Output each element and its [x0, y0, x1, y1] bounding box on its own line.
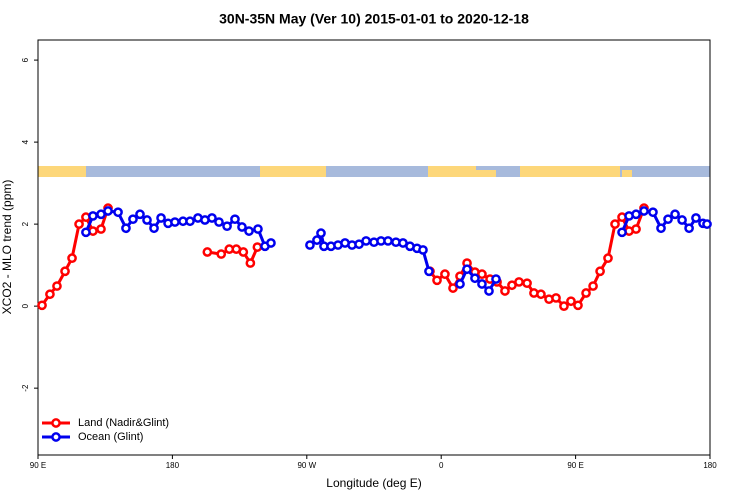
data-point	[617, 227, 627, 238]
data-point	[230, 214, 240, 225]
data-point	[149, 223, 159, 234]
data-point	[418, 245, 428, 255]
data-point	[588, 281, 598, 291]
data-point	[207, 213, 217, 223]
data-point	[691, 213, 701, 223]
data-point	[514, 277, 524, 287]
data-point	[573, 300, 583, 311]
y-tick-label: 4	[21, 139, 30, 144]
data-point	[45, 289, 55, 300]
x-tick-label: 180	[166, 461, 180, 470]
data-point	[424, 266, 434, 277]
data-point	[252, 242, 263, 252]
data-point	[663, 214, 673, 225]
data-point	[170, 217, 180, 227]
data-point	[96, 224, 106, 234]
data-point	[484, 286, 494, 296]
data-point	[500, 286, 510, 296]
data-point	[566, 296, 576, 307]
data-point	[470, 273, 480, 284]
data-point	[477, 279, 487, 289]
data-point	[440, 269, 450, 280]
data-point	[37, 300, 47, 311]
data-point	[639, 206, 649, 216]
data-point	[60, 266, 70, 277]
data-point	[316, 228, 326, 238]
legend-marker	[51, 418, 61, 428]
y-tick-label: 0	[21, 303, 30, 308]
data-point	[81, 227, 91, 238]
data-point	[52, 281, 62, 291]
data-point	[103, 206, 113, 216]
data-point	[455, 279, 465, 289]
data-point	[448, 283, 458, 293]
data-point	[142, 215, 152, 225]
chart-title: 30N-35N May (Ver 10) 2015-01-01 to 2020-…	[219, 11, 529, 27]
data-point	[383, 236, 393, 246]
data-point	[253, 224, 263, 234]
y-tick-label: 2	[21, 221, 30, 226]
data-point	[266, 238, 276, 248]
x-tick-label: 90 W	[297, 461, 316, 470]
x-axis-label: Longitude (deg E)	[326, 476, 421, 490]
data-point	[477, 269, 487, 280]
data-point	[522, 278, 532, 289]
y-tick-label: -2	[21, 384, 30, 392]
data-point	[631, 209, 641, 220]
data-point	[432, 275, 442, 286]
land-ocean-strip	[38, 166, 710, 177]
data-point	[648, 207, 658, 218]
legend-marker	[51, 432, 61, 442]
data-point	[610, 219, 620, 229]
data-point	[128, 214, 138, 225]
data-point	[202, 247, 213, 257]
data-point	[88, 211, 98, 221]
data-point	[491, 274, 501, 284]
data-point	[595, 266, 605, 277]
data-point	[222, 221, 232, 232]
data-point	[67, 253, 77, 264]
x-tick-label: 90 E	[30, 461, 46, 470]
data-point	[216, 249, 227, 259]
data-point	[121, 223, 131, 234]
data-point	[702, 219, 712, 229]
data-point	[135, 209, 145, 220]
data-point	[551, 293, 561, 303]
data-point	[361, 236, 371, 246]
data-point	[462, 264, 472, 275]
data-point	[245, 258, 256, 268]
data-point	[677, 215, 687, 225]
data-point	[656, 223, 666, 234]
data-point	[237, 222, 247, 232]
data-point	[631, 224, 641, 234]
x-tick-label: 0	[439, 461, 444, 470]
data-point	[214, 217, 224, 227]
legend-label: Ocean (Glint)	[78, 431, 143, 443]
data-point	[312, 235, 322, 245]
x-tick-label: 180	[703, 461, 717, 470]
data-point	[185, 216, 195, 227]
plot-frame	[37, 39, 711, 456]
data-point	[603, 253, 613, 264]
data-point	[238, 247, 249, 257]
data-point	[684, 223, 694, 234]
data-point	[156, 213, 166, 223]
x-tick-label: 90 E	[567, 461, 583, 470]
data-point	[559, 301, 569, 311]
data-point	[670, 209, 680, 220]
data-point	[581, 288, 591, 298]
data-point	[113, 207, 123, 218]
data-point	[536, 289, 546, 300]
data-point	[74, 219, 84, 229]
y-tick-label: 6	[21, 57, 30, 62]
data-point	[305, 240, 315, 250]
data-point	[244, 226, 254, 236]
legend-label: Land (Nadir&Glint)	[78, 417, 169, 429]
y-axis-label: XCO2 - MLO trend (ppm)	[0, 180, 14, 315]
